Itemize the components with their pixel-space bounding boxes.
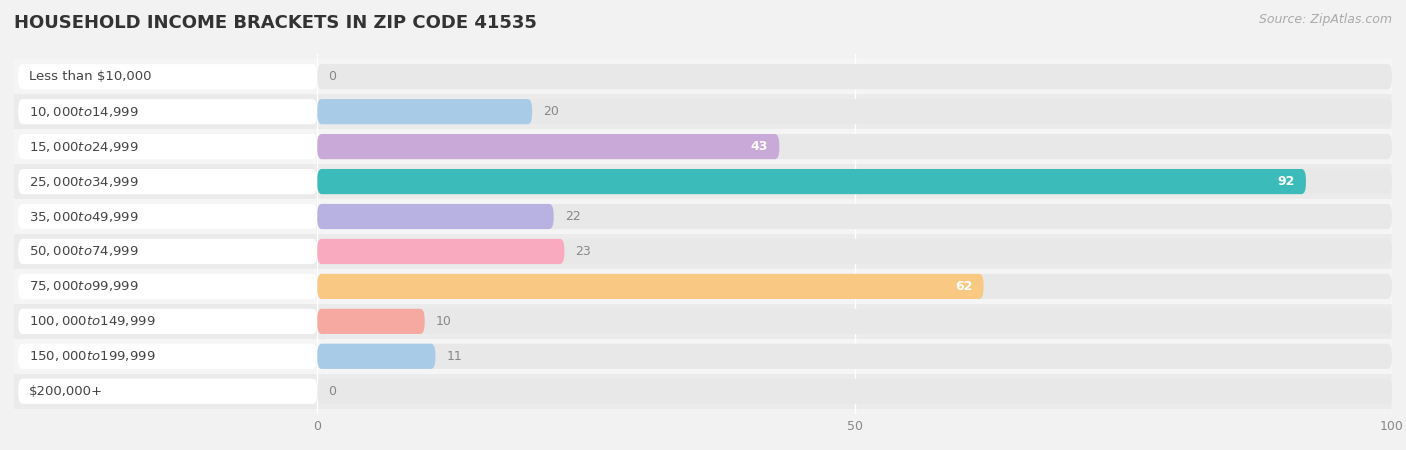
Text: $15,000 to $24,999: $15,000 to $24,999 [30, 140, 139, 153]
FancyBboxPatch shape [14, 59, 1392, 94]
Text: $10,000 to $14,999: $10,000 to $14,999 [30, 105, 139, 119]
Text: $75,000 to $99,999: $75,000 to $99,999 [30, 279, 139, 293]
Text: $50,000 to $74,999: $50,000 to $74,999 [30, 244, 139, 258]
Text: $35,000 to $49,999: $35,000 to $49,999 [30, 210, 139, 224]
Text: 20: 20 [543, 105, 560, 118]
Text: Source: ZipAtlas.com: Source: ZipAtlas.com [1258, 14, 1392, 27]
FancyBboxPatch shape [14, 129, 1392, 164]
FancyBboxPatch shape [318, 204, 1392, 229]
FancyBboxPatch shape [14, 374, 1392, 409]
FancyBboxPatch shape [318, 309, 1392, 334]
FancyBboxPatch shape [18, 134, 318, 159]
FancyBboxPatch shape [18, 379, 318, 404]
FancyBboxPatch shape [318, 99, 531, 124]
FancyBboxPatch shape [318, 274, 984, 299]
Text: $200,000+: $200,000+ [30, 385, 103, 398]
FancyBboxPatch shape [318, 274, 1392, 299]
FancyBboxPatch shape [318, 309, 425, 334]
FancyBboxPatch shape [318, 344, 1392, 369]
FancyBboxPatch shape [18, 274, 318, 299]
Text: 23: 23 [575, 245, 591, 258]
FancyBboxPatch shape [318, 64, 1392, 89]
FancyBboxPatch shape [18, 344, 318, 369]
FancyBboxPatch shape [18, 169, 318, 194]
FancyBboxPatch shape [318, 379, 1392, 404]
FancyBboxPatch shape [318, 239, 1392, 264]
Text: 22: 22 [565, 210, 581, 223]
FancyBboxPatch shape [14, 199, 1392, 234]
FancyBboxPatch shape [18, 309, 318, 334]
Text: 43: 43 [751, 140, 768, 153]
FancyBboxPatch shape [18, 239, 318, 264]
Text: 11: 11 [447, 350, 463, 363]
FancyBboxPatch shape [14, 269, 1392, 304]
Text: 0: 0 [328, 385, 336, 398]
FancyBboxPatch shape [318, 169, 1306, 194]
FancyBboxPatch shape [318, 204, 554, 229]
FancyBboxPatch shape [318, 239, 564, 264]
Text: 62: 62 [955, 280, 973, 293]
FancyBboxPatch shape [14, 234, 1392, 269]
FancyBboxPatch shape [14, 164, 1392, 199]
FancyBboxPatch shape [18, 64, 318, 89]
FancyBboxPatch shape [318, 134, 1392, 159]
FancyBboxPatch shape [318, 99, 1392, 124]
FancyBboxPatch shape [14, 304, 1392, 339]
Text: $150,000 to $199,999: $150,000 to $199,999 [30, 349, 156, 363]
Text: 92: 92 [1278, 175, 1295, 188]
FancyBboxPatch shape [18, 99, 318, 124]
Text: 0: 0 [328, 70, 336, 83]
Text: $100,000 to $149,999: $100,000 to $149,999 [30, 315, 156, 328]
FancyBboxPatch shape [318, 344, 436, 369]
FancyBboxPatch shape [14, 339, 1392, 374]
FancyBboxPatch shape [18, 204, 318, 229]
FancyBboxPatch shape [14, 94, 1392, 129]
Text: $25,000 to $34,999: $25,000 to $34,999 [30, 175, 139, 189]
FancyBboxPatch shape [318, 169, 1392, 194]
FancyBboxPatch shape [318, 134, 779, 159]
Text: 10: 10 [436, 315, 451, 328]
Text: Less than $10,000: Less than $10,000 [30, 70, 152, 83]
Text: HOUSEHOLD INCOME BRACKETS IN ZIP CODE 41535: HOUSEHOLD INCOME BRACKETS IN ZIP CODE 41… [14, 14, 537, 32]
